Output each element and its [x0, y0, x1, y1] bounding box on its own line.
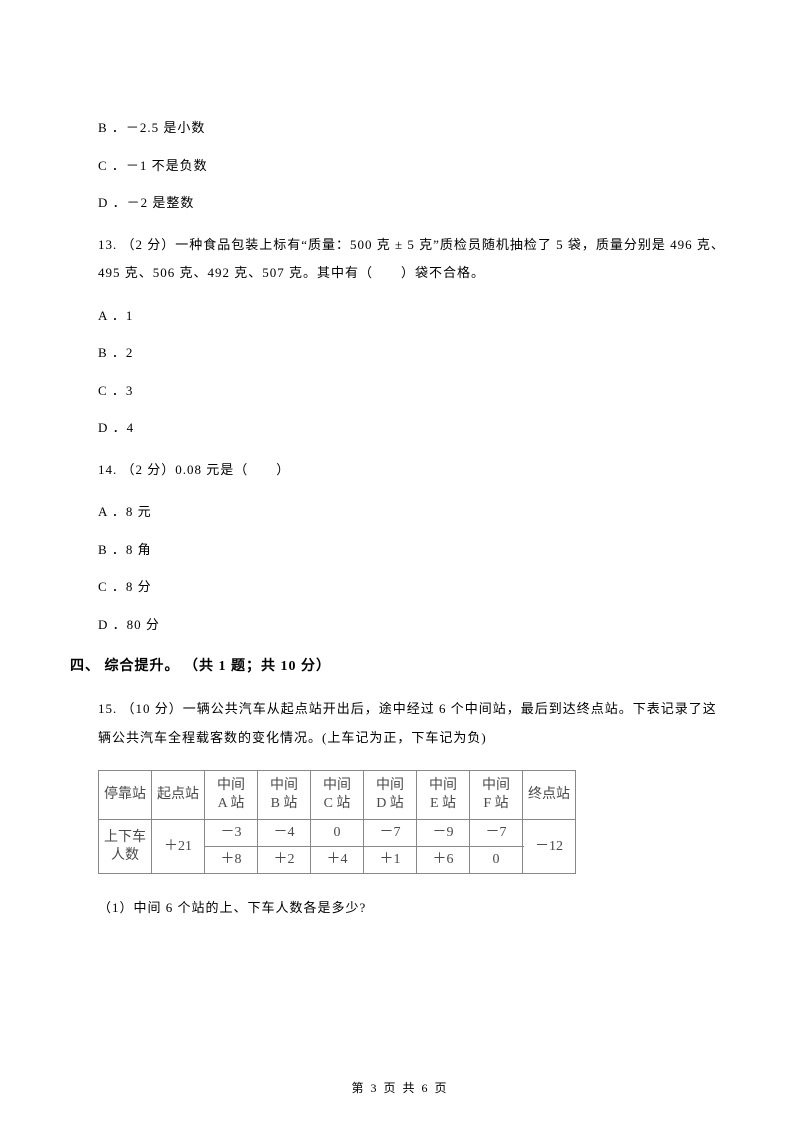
section-4-header: 四、 综合提升。 （共 1 题；共 10 分）	[70, 656, 730, 677]
cell-d-off: －7	[364, 820, 417, 847]
cell-f-on: 0	[470, 847, 523, 874]
option-a-q13: A ．1	[98, 306, 730, 326]
option-b-q12: B ．－2.5 是小数	[98, 118, 730, 138]
question-15: 15. （10 分）一辆公共汽车从起点站开出后，途中经过 6 个中间站，最后到达…	[98, 695, 730, 752]
cell-count-label: 上下车人数	[99, 820, 152, 874]
cell-e-off: －9	[417, 820, 470, 847]
cell-station-a: 中间A 站	[205, 771, 258, 820]
question-13: 13. （2 分）一种食品包装上标有“质量：500 克 ± 5 克”质检员随机抽…	[98, 231, 730, 288]
option-d-q12: D ．－2 是整数	[98, 193, 730, 213]
option-c-q14: C ．8 分	[98, 577, 730, 597]
option-c-q12: C ．－1 不是负数	[98, 156, 730, 176]
cell-end-value: －12	[523, 820, 576, 874]
bus-table-wrap: 停靠站 起点站 中间A 站 中间B 站 中间C 站 中间D 站 中间E 站 中间…	[98, 770, 730, 874]
cell-station-f: 中间F 站	[470, 771, 523, 820]
cell-e-on: ＋6	[417, 847, 470, 874]
bus-table: 停靠站 起点站 中间A 站 中间B 站 中间C 站 中间D 站 中间E 站 中间…	[98, 770, 576, 874]
option-c-q13: C ．3	[98, 381, 730, 401]
cell-b-off: －4	[258, 820, 311, 847]
cell-a-on: ＋8	[205, 847, 258, 874]
cell-b-on: ＋2	[258, 847, 311, 874]
cell-station-e: 中间E 站	[417, 771, 470, 820]
question-15-sub1: （1）中间 6 个站的上、下车人数各是多少?	[98, 898, 730, 918]
cell-stop-label: 停靠站	[99, 771, 152, 820]
cell-station-d: 中间D 站	[364, 771, 417, 820]
cell-d-on: ＋1	[364, 847, 417, 874]
question-14: 14. （2 分）0.08 元是（ ）	[98, 456, 730, 485]
option-b-q13: B ．2	[98, 343, 730, 363]
option-a-q14: A ．8 元	[98, 502, 730, 522]
page-content: B ．－2.5 是小数 C ．－1 不是负数 D ．－2 是整数 13. （2 …	[0, 0, 800, 918]
cell-start-value: ＋21	[152, 820, 205, 874]
cell-station-c: 中间C 站	[311, 771, 364, 820]
option-d-q13: D ．4	[98, 418, 730, 438]
cell-c-off: 0	[311, 820, 364, 847]
option-d-q14: D ．80 分	[98, 615, 730, 635]
cell-a-off: －3	[205, 820, 258, 847]
cell-c-on: ＋4	[311, 847, 364, 874]
cell-start-station: 起点站	[152, 771, 205, 820]
page-footer: 第 3 页 共 6 页	[0, 1079, 800, 1096]
option-b-q14: B ．8 角	[98, 540, 730, 560]
cell-station-b: 中间B 站	[258, 771, 311, 820]
cell-f-off: －7	[470, 820, 523, 847]
cell-end-station: 终点站	[523, 771, 576, 820]
table-row-header: 停靠站 起点站 中间A 站 中间B 站 中间C 站 中间D 站 中间E 站 中间…	[99, 771, 576, 820]
table-row-top: 上下车人数 ＋21 －3 －4 0 －7 －9 －7 －12	[99, 820, 576, 847]
